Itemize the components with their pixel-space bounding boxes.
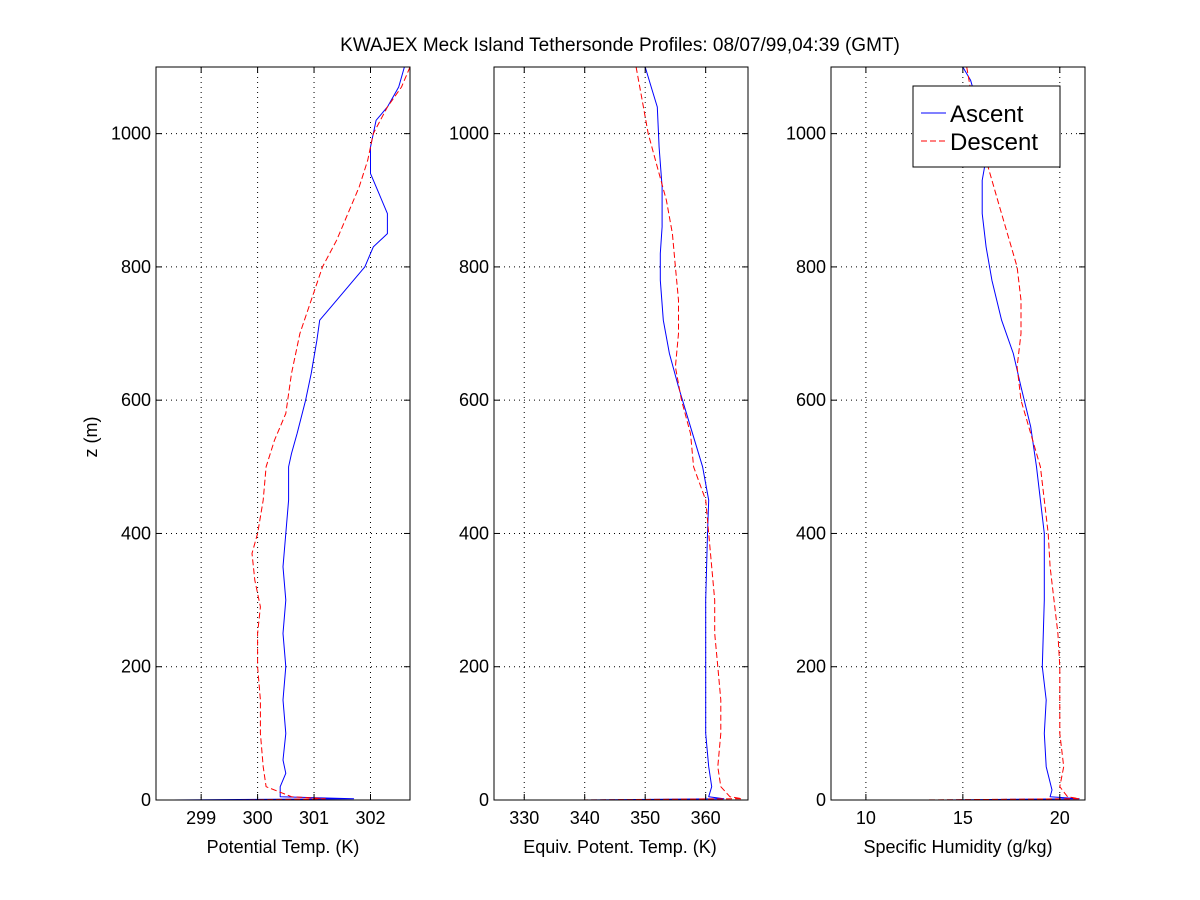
legend-box [912,85,1061,168]
legend: Ascent Descent [912,85,1061,168]
series-line-ascent [584,66,725,801]
x-tick-label: 20 [1050,808,1070,828]
xlabel-specific-humidity: Specific Humidity (g/kg) [863,837,1052,857]
y-tick-label: 0 [141,790,151,810]
x-tick-label: 340 [570,808,600,828]
x-tick-label: 299 [186,808,216,828]
y-tick-label: 600 [459,390,489,410]
y-tick-label: 400 [796,523,826,543]
y-tick-label: 1000 [111,124,151,144]
series-line-descent [240,66,411,801]
ylabel-z: z (m) [81,417,101,458]
axes-frame [493,66,749,801]
x-tick-label: 300 [243,808,273,828]
y-tick-label: 600 [796,390,826,410]
y-tick-label: 200 [796,657,826,677]
legend-label-ascent: Ascent [950,101,1024,128]
y-tick-label: 1000 [786,124,826,144]
y-tick-label: 200 [121,657,151,677]
series-line-descent [578,66,743,801]
panel-potential-temp: 299 300 301 302 0 200 400 600 800 1000 [111,66,411,828]
xlabel-potential-temp: Potential Temp. (K) [207,837,360,857]
x-tick-label: 360 [691,808,721,828]
y-tick-label: 1000 [449,124,489,144]
y-tick-label: 400 [121,523,151,543]
y-tick-label: 400 [459,523,489,543]
x-tick-label: 350 [630,808,660,828]
axes-frame [155,66,411,801]
x-tick-label: 10 [856,808,876,828]
panel-equiv-potent-temp: 330 340 350 360 0 200 400 600 800 1000 [449,66,749,828]
x-tick-label: 302 [355,808,385,828]
y-tick-label: 800 [121,257,151,277]
series-line-ascent [943,66,1080,801]
y-tick-label: 600 [121,390,151,410]
x-tick-label: 330 [509,808,539,828]
x-tick-label: 15 [953,808,973,828]
y-tick-label: 200 [459,657,489,677]
xlabel-equiv-potent-temp: Equiv. Potent. Temp. (K) [523,837,716,857]
y-tick-label: 0 [816,790,826,810]
figure-title: KWAJEX Meck Island Tethersonde Profiles:… [340,35,900,56]
y-tick-label: 800 [459,257,489,277]
legend-label-descent: Descent [950,129,1038,156]
series-line-descent [920,66,1080,801]
series-line-ascent [172,66,405,801]
axes-frame [830,66,1086,801]
x-tick-label: 301 [299,808,329,828]
y-tick-label: 800 [796,257,826,277]
y-tick-label: 0 [479,790,489,810]
